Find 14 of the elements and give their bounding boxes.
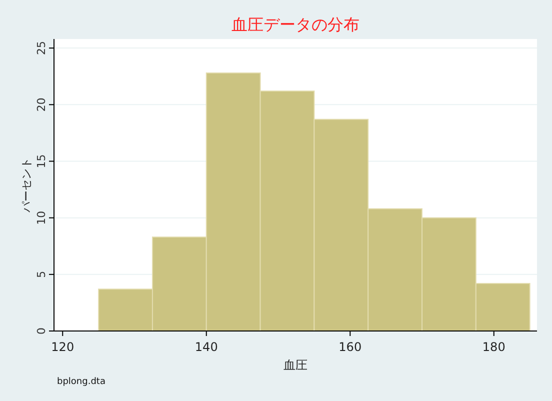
y-tick-label: 20 [35, 98, 48, 112]
y-tick-label: 5 [35, 270, 48, 278]
x-tick-label: 160 [338, 340, 362, 354]
x-tick-label: 120 [51, 340, 74, 354]
chart-title: 血圧データの分布 [232, 15, 360, 34]
text: bplong.dta [57, 377, 106, 387]
y-tick-label: 0 [35, 328, 48, 334]
x-axis-title: 血圧 [284, 358, 308, 372]
x-tick-label: 140 [194, 340, 218, 354]
y-axis-title: パーセント [20, 158, 33, 214]
x-tick-label: 180 [482, 340, 506, 354]
y-tick-label: 25 [35, 41, 48, 56]
y-tick-label: 10 [35, 210, 48, 225]
y-tick-label: 15 [35, 154, 48, 168]
